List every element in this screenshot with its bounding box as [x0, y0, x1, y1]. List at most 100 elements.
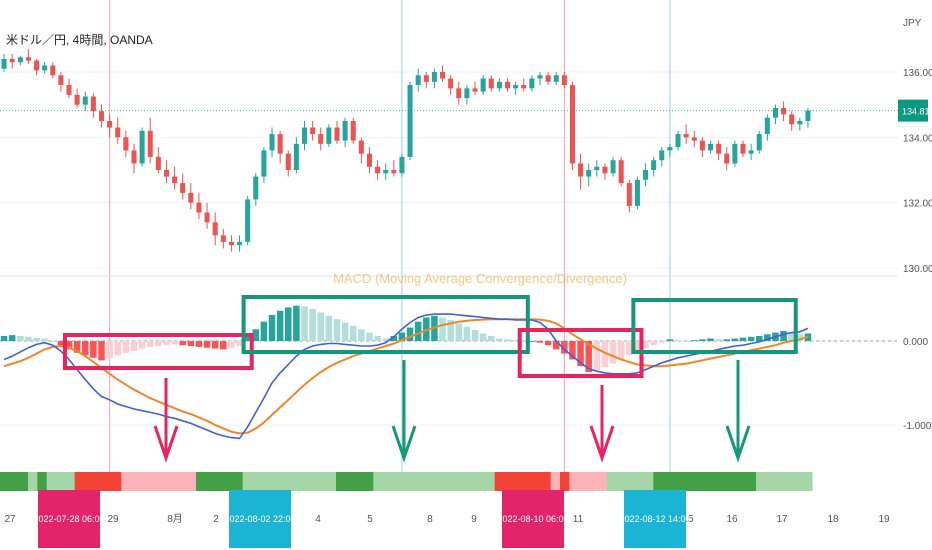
histogram-bar — [155, 341, 162, 347]
signal-frame — [631, 298, 798, 354]
trend-cell — [774, 472, 785, 491]
trend-cell — [709, 472, 720, 491]
trend-cell — [672, 472, 682, 491]
trend-cell — [392, 472, 402, 491]
candle-body — [521, 85, 527, 89]
trend-cell — [690, 472, 701, 491]
candle-body — [115, 127, 121, 138]
histogram-bar — [658, 341, 666, 343]
histogram-bar — [171, 341, 178, 345]
histogram-bar — [317, 312, 324, 341]
trend-bar — [0, 472, 813, 491]
histogram-bar — [228, 341, 235, 348]
histogram-bar — [90, 341, 97, 358]
histogram-bar — [520, 341, 527, 342]
candle-body — [772, 107, 778, 118]
trend-cell — [233, 472, 244, 491]
candle-body — [716, 143, 722, 154]
histogram-bar — [122, 341, 130, 353]
histogram-bar — [179, 341, 186, 346]
histogram-bar — [715, 339, 722, 341]
trend-cell — [494, 472, 505, 491]
date-tag-box — [624, 490, 686, 548]
trend-cell — [196, 472, 206, 491]
trend-cell — [578, 472, 589, 491]
candle-body — [683, 134, 689, 138]
trend-cell — [569, 472, 580, 491]
histogram-bar — [796, 334, 804, 341]
time-tick-label: 29 — [107, 514, 119, 525]
candle-body — [383, 170, 389, 174]
histogram-bar — [57, 341, 65, 346]
candle-body — [513, 85, 519, 89]
date-tag-label: 2022-08-02 22:00 — [224, 514, 295, 524]
candle-body — [9, 58, 15, 63]
time-tick-label: 2 — [213, 514, 219, 525]
candle-body — [163, 170, 169, 177]
price-tick-label: 136.000 — [903, 68, 932, 79]
candle-body — [82, 96, 88, 105]
candle-body — [1, 58, 7, 69]
last-price-label: 134.818 — [902, 107, 932, 117]
trend-cell — [756, 472, 766, 491]
candle-body — [334, 127, 340, 141]
trend-cell — [93, 472, 104, 491]
histogram-bar — [561, 341, 568, 354]
candle-body — [740, 143, 746, 154]
trend-cell — [504, 472, 514, 491]
histogram-bar — [341, 322, 349, 341]
time-tick-label: 16 — [726, 514, 738, 525]
histogram-bar — [707, 338, 714, 341]
date-tag-box — [229, 490, 291, 548]
candle-body — [318, 134, 324, 144]
candle-body — [431, 72, 437, 82]
trend-cell — [18, 472, 29, 491]
time-tick-label: 17 — [776, 514, 788, 525]
annotation-frames — [62, 295, 798, 378]
annotation-arrows — [153, 360, 751, 463]
grid — [0, 71, 898, 426]
histogram-bar — [626, 341, 633, 356]
histogram-bar — [439, 317, 446, 341]
candle-body — [699, 140, 705, 151]
candle-body — [724, 153, 730, 164]
time-tick-label: 11 — [573, 514, 584, 525]
histogram-bar — [398, 332, 406, 341]
histogram-bar — [739, 337, 747, 341]
histogram-bar — [585, 341, 592, 373]
signal-frame — [241, 295, 530, 354]
trend-cell — [681, 472, 692, 491]
candle-body — [147, 130, 153, 157]
histogram-bar — [349, 325, 357, 341]
histogram-bar — [130, 341, 138, 352]
candle-body — [17, 57, 23, 63]
candle-body — [448, 78, 454, 89]
trend-cell — [700, 472, 710, 491]
histogram-bar — [601, 341, 609, 368]
candle-body — [253, 176, 259, 200]
candle-body — [180, 183, 186, 193]
time-tick-label: 19 — [878, 514, 890, 525]
trend-cell — [746, 472, 757, 491]
candle-body — [358, 140, 364, 154]
trend-cell — [718, 472, 729, 491]
macd-line — [3, 313, 809, 440]
histogram-bar — [747, 336, 755, 341]
histogram-bar — [333, 319, 341, 341]
candle-body — [594, 166, 600, 170]
candle-body — [123, 137, 129, 151]
trend-cell — [597, 472, 608, 491]
trend-cell — [65, 472, 76, 491]
arrow-head — [391, 425, 417, 463]
histogram-bar — [634, 341, 641, 352]
date-tag-label: 2022-07-28 06:00 — [33, 514, 104, 524]
candle-body — [172, 176, 178, 184]
candle-body — [480, 78, 486, 92]
trend-cell — [28, 472, 38, 491]
histogram-bar — [65, 341, 73, 350]
candle-body — [602, 166, 608, 174]
histogram-bar — [138, 341, 146, 349]
histogram-bar — [463, 326, 471, 341]
trend-cell — [420, 472, 430, 491]
candle-body — [553, 75, 559, 82]
